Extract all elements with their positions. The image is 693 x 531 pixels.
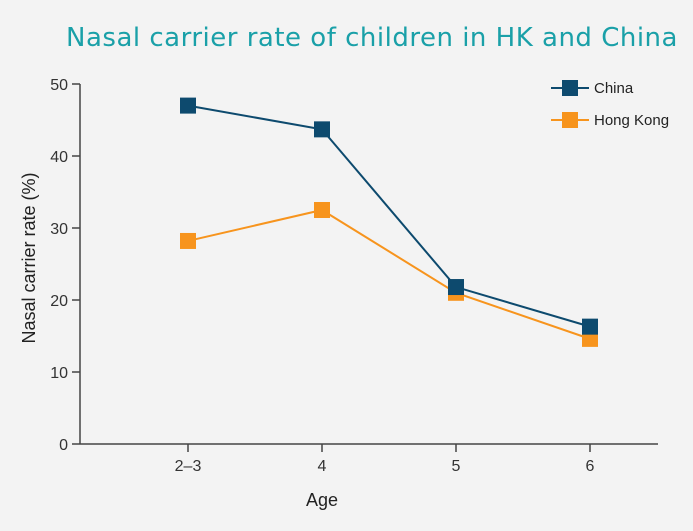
legend-marker-china [562, 80, 578, 96]
data-point-hong-kong [314, 202, 330, 218]
data-point-hong-kong [180, 232, 196, 249]
x-tick-label: 2–3 [175, 458, 202, 475]
x-tick-label: 6 [586, 458, 595, 475]
chart-title: Nasal carrier rate of children in HK and… [66, 23, 678, 53]
data-point-china [582, 318, 598, 335]
x-axis-title: Age [306, 490, 338, 510]
x-tick-label: 5 [452, 458, 461, 475]
y-tick-label: 50 [50, 77, 68, 94]
data-point-china [314, 121, 330, 138]
x-tick-label: 4 [318, 458, 327, 475]
y-tick-label: 20 [50, 293, 68, 310]
legend: China Hong Kong [551, 80, 669, 129]
legend-label-hong-kong: Hong Kong [594, 112, 669, 129]
data-point-china [180, 97, 196, 114]
y-tick-label: 30 [50, 221, 68, 238]
y-tick-label: 0 [59, 437, 68, 454]
series-layer [180, 97, 598, 347]
y-tick-label: 40 [50, 149, 68, 166]
series-line-hong-kong [187, 208, 591, 340]
y-tick-label: 10 [50, 365, 68, 382]
data-point-hong-kong [582, 330, 598, 347]
legend-label-china: China [594, 80, 634, 97]
series-line-china [187, 104, 591, 328]
y-axis: 0 10 20 30 40 50 [50, 77, 80, 454]
legend-marker-hong-kong [562, 112, 578, 128]
data-point-china [448, 279, 464, 296]
y-axis-title: Nasal carrier rate (%) [19, 172, 39, 343]
x-axis: 2–3 4 5 6 [175, 444, 595, 475]
